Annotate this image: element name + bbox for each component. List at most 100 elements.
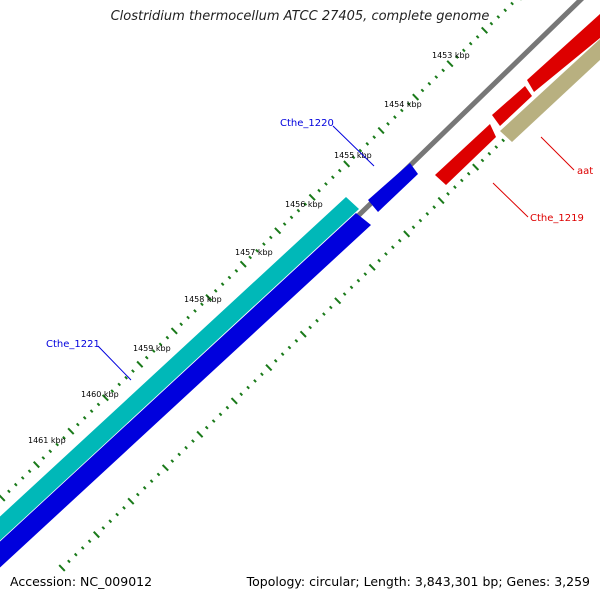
inner-track-minor-tick xyxy=(287,345,292,350)
inner-track-major-tick xyxy=(403,230,411,238)
outer-track-minor-tick xyxy=(124,375,128,380)
outer-track-minor-tick xyxy=(420,88,425,93)
outer-track-minor-tick xyxy=(330,175,335,180)
outer-track-minor-tick xyxy=(165,335,170,340)
outer-track-minor-tick xyxy=(324,182,328,186)
outer-track-minor-tick xyxy=(144,355,149,360)
outer-track-minor-tick xyxy=(75,422,80,427)
outer-track-minor-tick xyxy=(468,41,473,46)
inner-track-minor-tick xyxy=(142,486,147,490)
inner-track-minor-tick xyxy=(204,425,209,430)
outer-track-major-tick xyxy=(239,260,247,268)
outer-track-minor-tick xyxy=(496,15,501,19)
tick-label-1461: 1461 kbp xyxy=(28,436,66,445)
inner-track-major-tick xyxy=(58,564,66,572)
inner-track-minor-tick xyxy=(170,459,175,463)
inner-track-major-tick xyxy=(334,297,342,305)
inner-track-minor-tick xyxy=(191,439,195,443)
gene-cthe-1221-feature[interactable] xyxy=(0,197,359,559)
outer-track-minor-tick xyxy=(475,35,480,39)
inner-track-minor-tick xyxy=(356,278,361,283)
outer-track-minor-tick xyxy=(282,222,287,226)
outer-track-minor-tick xyxy=(268,235,273,240)
outer-track-minor-tick xyxy=(262,242,266,246)
outer-track-minor-tick xyxy=(213,289,218,293)
outer-track-minor-tick xyxy=(96,402,101,407)
outer-track-minor-tick xyxy=(317,188,321,193)
inner-track-minor-tick xyxy=(225,405,230,410)
inner-track-minor-tick xyxy=(67,559,71,564)
outer-track-minor-tick xyxy=(461,48,466,53)
outer-track-minor-tick xyxy=(27,469,32,474)
outer-track-major-tick xyxy=(67,427,75,435)
inner-track-minor-tick xyxy=(322,312,326,316)
outer-track-minor-tick xyxy=(489,21,494,26)
outer-track-minor-tick xyxy=(89,409,94,413)
outer-track-minor-tick xyxy=(193,309,197,313)
inner-track-minor-tick xyxy=(294,338,299,343)
gene-label-cthe-1220[interactable]: Cthe_1220 xyxy=(280,118,334,129)
tick-label-1457: 1457 kbp xyxy=(235,248,273,257)
outer-track-minor-tick xyxy=(13,482,18,487)
cds-aat-feature-2[interactable] xyxy=(527,14,600,92)
map-title: Clostridium thermocellum ATCC 27405, com… xyxy=(110,9,490,24)
cds-aat-feature-1[interactable] xyxy=(492,86,532,126)
cds-cthe-1221-feature[interactable] xyxy=(0,213,371,586)
cds-cthe-1220-feature[interactable] xyxy=(368,163,418,212)
inner-track-major-tick xyxy=(127,497,135,505)
outer-track-minor-tick xyxy=(427,81,432,86)
outer-track-minor-tick xyxy=(255,248,259,253)
outer-track-minor-tick xyxy=(48,449,53,454)
inner-track-minor-tick xyxy=(453,185,457,189)
gene-label-cthe-1219[interactable]: Cthe_1219 xyxy=(530,213,584,224)
inner-track-minor-tick xyxy=(487,151,492,156)
outer-track-major-tick xyxy=(308,193,316,201)
outer-track-major-tick xyxy=(480,26,489,34)
tick-label-1454: 1454 kbp xyxy=(384,100,422,109)
inner-track-minor-tick xyxy=(177,452,182,457)
inner-track-minor-tick xyxy=(149,479,154,483)
cds-cthe-1219-feature[interactable] xyxy=(435,124,496,185)
leader-line-cthe-1221 xyxy=(97,345,132,381)
outer-track-minor-tick xyxy=(234,268,239,273)
inner-track-minor-tick xyxy=(80,546,85,550)
inner-track-minor-tick xyxy=(384,252,388,256)
outer-track-major-tick xyxy=(170,327,178,335)
outer-track-major-tick xyxy=(136,360,144,368)
outer-track-major-tick xyxy=(446,60,454,68)
inner-track-minor-tick xyxy=(446,192,450,196)
gene-label-cthe-1221[interactable]: Cthe_1221 xyxy=(46,339,100,350)
inner-track-minor-tick xyxy=(260,372,264,377)
tick-label-1455: 1455 kbp xyxy=(334,151,372,160)
tick-label-1460: 1460 kbp xyxy=(81,390,119,399)
outer-tick-track xyxy=(0,0,522,502)
gene-label-aat[interactable]: aat xyxy=(577,166,593,177)
tick-label-1459: 1459 kbp xyxy=(133,344,171,353)
outer-track-minor-tick xyxy=(248,255,253,260)
inner-track-minor-tick xyxy=(397,238,402,243)
outer-track-minor-tick xyxy=(7,489,11,494)
inner-track-minor-tick xyxy=(211,419,216,423)
leader-line-cthe-1220 xyxy=(332,125,375,167)
outer-track-minor-tick xyxy=(82,416,87,420)
inner-track-minor-tick xyxy=(184,445,188,450)
inner-track-minor-tick xyxy=(273,359,278,363)
outer-track-minor-tick xyxy=(220,282,225,286)
outer-track-major-tick xyxy=(274,227,282,235)
genome-summary-text: Topology: circular; Length: 3,843,301 bp… xyxy=(246,574,590,589)
inner-track-major-tick xyxy=(265,363,273,372)
inner-track-minor-tick xyxy=(501,138,506,143)
leader-line-aat xyxy=(540,136,575,171)
inner-track-major-tick xyxy=(368,263,376,271)
outer-track-minor-tick xyxy=(55,442,60,447)
outer-track-major-tick xyxy=(205,293,213,302)
gene-aat-feature[interactable] xyxy=(500,39,600,142)
accession-text: Accession: NC_009012 xyxy=(10,574,153,589)
inner-track-minor-tick xyxy=(156,472,161,477)
outer-track-minor-tick xyxy=(186,315,190,320)
outer-track-minor-tick xyxy=(296,208,301,213)
outer-track-minor-tick xyxy=(399,108,404,113)
inner-track-minor-tick xyxy=(239,392,244,397)
tick-label-1458: 1458 kbp xyxy=(184,295,222,304)
outer-track-minor-tick xyxy=(179,322,184,327)
